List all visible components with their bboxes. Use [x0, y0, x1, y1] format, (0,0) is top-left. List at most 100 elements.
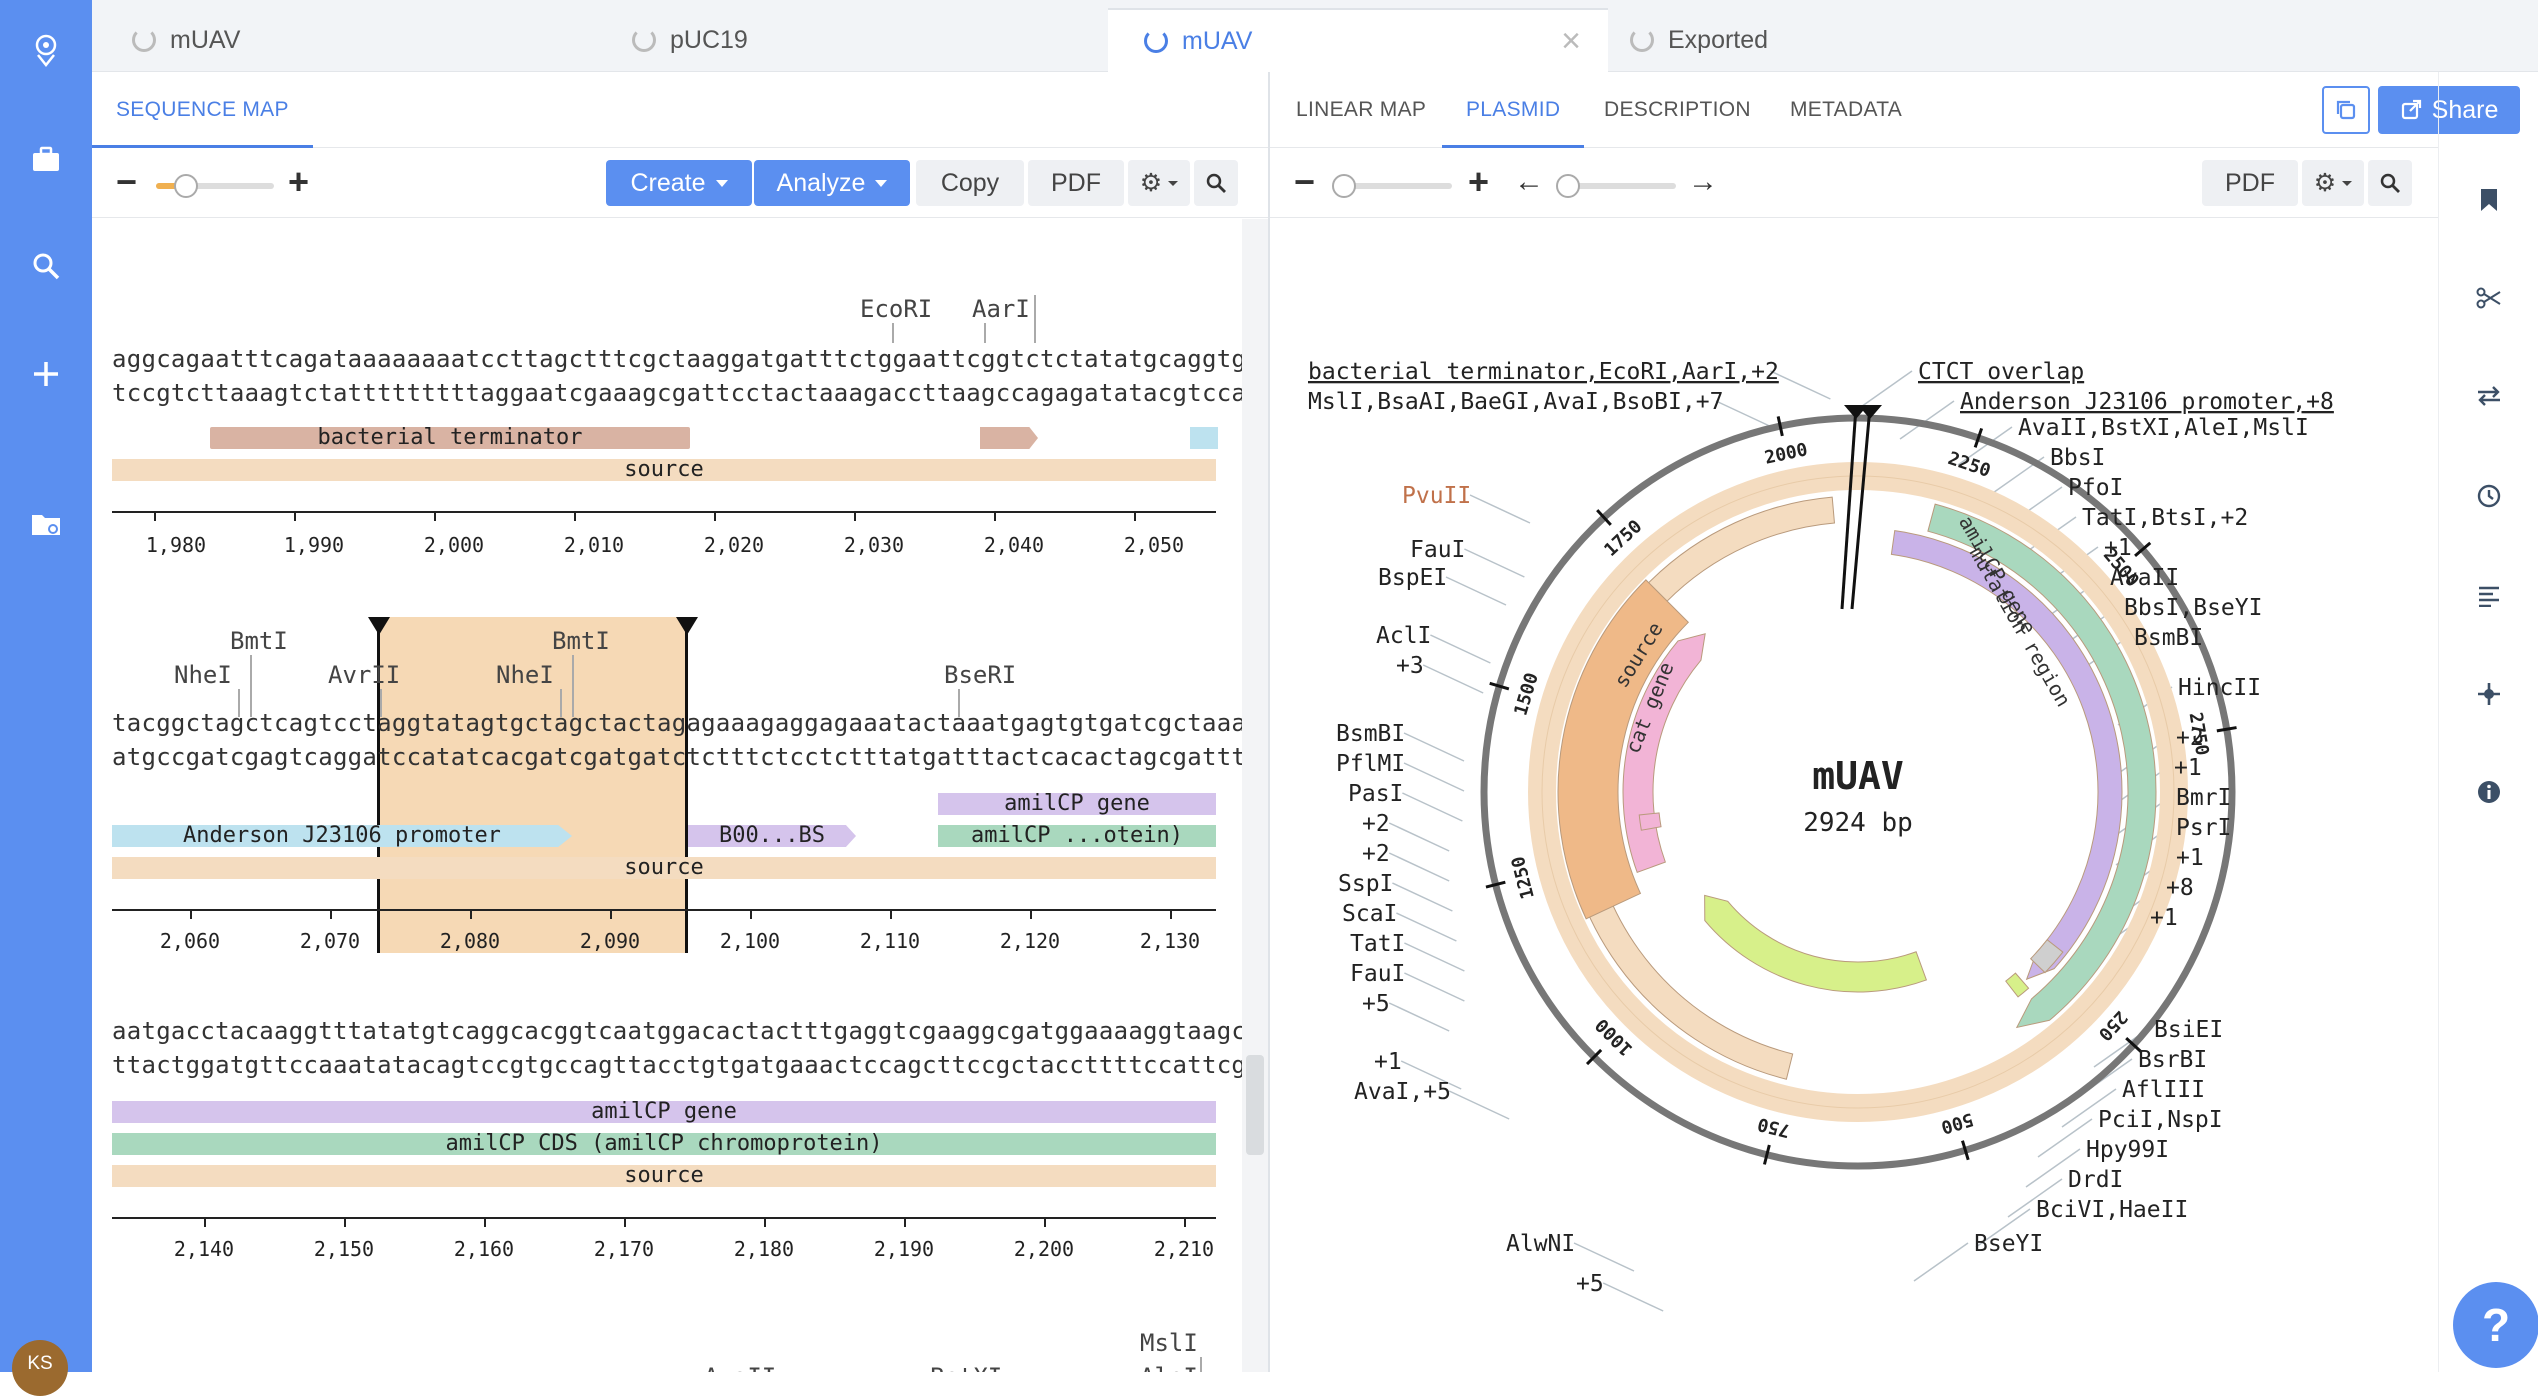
enzyme-site-label[interactable]: AclI — [1376, 623, 1431, 649]
scrollbar-thumb[interactable] — [1246, 1055, 1264, 1155]
tab-sequence-map[interactable]: SEQUENCE MAP — [92, 72, 313, 148]
enzyme-site-label[interactable]: BsiEI — [2154, 1017, 2223, 1043]
feature-promoter[interactable]: Anderson J23106 promoter — [112, 825, 572, 847]
share-button[interactable]: Share — [2378, 86, 2520, 134]
rotate-left-icon[interactable]: ← — [1514, 165, 1544, 198]
plasmid-map[interactable]: 2000 225025002750250500750100012501500175… — [1270, 219, 2440, 1372]
zoom-in-icon[interactable]: + — [1468, 161, 1490, 202]
enzyme-site-label[interactable]: MslI,BsaAI,BaeGI,AvaI,BsoBI,+7 — [1308, 389, 1723, 415]
enzyme-site-label[interactable]: BsrBI — [2138, 1047, 2207, 1073]
close-icon[interactable]: × — [1561, 22, 1581, 60]
enzyme-label[interactable]: BmtI — [230, 627, 288, 655]
selection-caret-start[interactable] — [377, 617, 380, 953]
feature-cat-gene[interactable] — [1622, 633, 1706, 874]
feature-orange[interactable] — [1557, 579, 1690, 920]
enzyme-site-label[interactable]: BsmBI — [1336, 721, 1405, 747]
enzyme-site-label[interactable]: ScaI — [1342, 901, 1397, 927]
feature-source[interactable]: source — [112, 459, 1216, 481]
enzyme-label[interactable]: NheI — [174, 661, 232, 689]
tab-exported[interactable]: Exported — [1630, 8, 2090, 72]
zoom-slider-knob[interactable] — [174, 174, 198, 198]
tab-description[interactable]: DESCRIPTION — [1604, 98, 1751, 121]
enzyme-site-label[interactable]: FauI — [1410, 537, 1465, 563]
tab-muav-active[interactable]: mUAV × — [1108, 8, 1608, 72]
bookmark-icon[interactable] — [2471, 182, 2507, 218]
briefcase-icon[interactable] — [18, 132, 74, 188]
enzyme-site-label[interactable]: PfoI — [2068, 475, 2123, 501]
enzyme-label[interactable]: AarI — [972, 295, 1030, 323]
enzyme-site-label[interactable]: +5 — [1576, 1271, 1604, 1297]
enzyme-site-label[interactable]: +3 — [1396, 653, 1424, 679]
sequence-bottom-strand[interactable]: tccgtcttaaagtctatttttttttaggaatcgaaagcga… — [112, 379, 1242, 407]
tab-muav-1[interactable]: mUAV — [132, 8, 592, 72]
enzyme-site-label[interactable]: CTCT overlap — [1918, 359, 2084, 385]
selection-handle-icon[interactable] — [1844, 405, 1882, 419]
feature-lime[interactable] — [1704, 894, 1928, 993]
enzyme-site-label[interactable]: BseYI — [1974, 1231, 2043, 1257]
enzyme-site-label[interactable]: BmrI — [2176, 785, 2231, 811]
tab-metadata[interactable]: METADATA — [1790, 98, 1903, 121]
selection-caret[interactable] — [1850, 406, 1872, 610]
enzyme-label[interactable]: BseRI — [944, 661, 1017, 689]
enzyme-site-label[interactable]: BbsI,BseYI — [2124, 595, 2262, 621]
rotation-slider-knob[interactable] — [1556, 174, 1580, 198]
help-button[interactable]: ? — [2453, 1282, 2538, 1368]
align-icon[interactable] — [2471, 578, 2507, 614]
feature-bacterial-terminator[interactable]: bacterial terminator — [210, 427, 690, 449]
enzyme-site-label[interactable]: BspEI — [1378, 565, 1447, 591]
pdf-button[interactable]: PDF — [2202, 160, 2298, 206]
feature-amilcp-gene[interactable] — [1890, 530, 2123, 981]
copy-button[interactable]: Copy — [916, 160, 1024, 206]
avatar[interactable]: KS — [12, 1340, 68, 1396]
enzyme-site-label[interactable]: BsmBI — [2134, 625, 2203, 651]
sequence-top-strand[interactable]: aatgacctacaaggtttatatgtcaggcacggtcaatgga… — [112, 1017, 1242, 1045]
enzyme-site-label[interactable]: TatI,BtsI,+2 — [2082, 505, 2248, 531]
feature-grey[interactable] — [2029, 939, 2064, 974]
plus-icon[interactable] — [18, 346, 74, 402]
feature-amilcp-cds[interactable]: amilCP CDS (amilCP chromoprotein) — [112, 1133, 1216, 1155]
selection-handle-icon[interactable] — [676, 617, 698, 635]
scissors-icon[interactable] — [2471, 280, 2507, 316]
enzyme-label[interactable]: NheI — [496, 661, 554, 689]
sequence-top-strand[interactable]: tacggctagctcagtcctaggtatagtgctagctactaga… — [112, 709, 1242, 737]
enzyme-site-label[interactable]: +1 — [2176, 845, 2204, 871]
zoom-in-icon[interactable]: + — [288, 161, 310, 202]
folder-icon[interactable] — [18, 496, 74, 552]
search-icon[interactable] — [18, 238, 74, 294]
sequence-top-strand[interactable]: aggcagaatttcagataaaaaaaatccttagctttcgcta… — [112, 345, 1242, 373]
create-button[interactable]: Create — [606, 160, 752, 206]
enzyme-site-label[interactable]: +5 — [1362, 991, 1390, 1017]
selection-handle-icon[interactable] — [368, 617, 390, 635]
enzyme-label[interactable]: AvrII — [328, 661, 401, 689]
enzyme-label[interactable]: MslI — [1140, 1329, 1198, 1357]
feature-yellow[interactable] — [2005, 972, 2030, 998]
enzyme-site-label[interactable]: DrdI — [2068, 1167, 2123, 1193]
pdf-button[interactable]: PDF — [1028, 160, 1124, 206]
enzyme-site-label[interactable]: bacterial terminator,EcoRI,AarI,+2 — [1308, 359, 1779, 385]
zoom-slider-knob[interactable] — [1332, 174, 1356, 198]
enzyme-site-label[interactable]: Anderson J23106 promoter,+8 — [1960, 389, 2334, 415]
enzyme-site-label[interactable]: PvuII — [1402, 483, 1471, 509]
feature-amilcp-gene[interactable]: amilCP gene — [112, 1101, 1216, 1123]
zoom-out-icon[interactable]: − — [1294, 161, 1316, 202]
enzyme-site-label[interactable]: AvaII — [2110, 565, 2179, 591]
enzyme-label[interactable]: AvaII — [704, 1363, 776, 1372]
enzyme-site-label[interactable]: AvaI,+5 — [1354, 1079, 1451, 1105]
duplicate-button[interactable] — [2322, 86, 2370, 134]
tab-plasmid[interactable]: PLASMID — [1442, 72, 1585, 148]
zoom-slider[interactable] — [1334, 183, 1452, 189]
history-icon[interactable] — [2471, 478, 2507, 514]
settings-button[interactable]: ⚙ — [2302, 160, 2364, 206]
enzyme-label[interactable]: BmtI — [552, 627, 610, 655]
selection-highlight[interactable] — [378, 617, 686, 953]
enzyme-site-label[interactable]: PasI — [1348, 781, 1403, 807]
enzyme-label[interactable]: AleI — [1140, 1363, 1198, 1372]
enzyme-site-label[interactable]: TatI — [1350, 931, 1405, 957]
enzyme-site-label[interactable]: AlwNI — [1506, 1231, 1575, 1257]
enzyme-site-label[interactable]: +2 — [1362, 841, 1390, 867]
enzyme-site-label[interactable]: FauI — [1350, 961, 1405, 987]
settings-button[interactable]: ⚙ — [1128, 160, 1190, 206]
enzyme-site-label[interactable]: BbsI — [2050, 445, 2105, 471]
enzyme-site-label[interactable]: +1 — [2104, 535, 2132, 561]
zoom-out-icon[interactable]: − — [116, 161, 138, 202]
